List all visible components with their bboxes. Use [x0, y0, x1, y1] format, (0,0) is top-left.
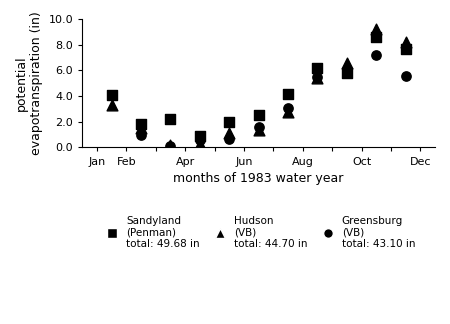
Point	[255, 127, 262, 132]
Point	[314, 75, 321, 81]
X-axis label: months of 1983 water year: months of 1983 water year	[173, 172, 344, 185]
Point	[108, 92, 115, 98]
Point	[314, 74, 321, 79]
Point	[373, 34, 380, 40]
Point	[196, 133, 203, 139]
Point	[255, 113, 262, 118]
Point	[196, 141, 203, 146]
Point	[137, 132, 144, 137]
Point	[343, 70, 351, 75]
Point	[108, 102, 115, 108]
Point	[373, 27, 380, 32]
Point	[225, 119, 233, 124]
Point	[314, 65, 321, 70]
Point	[167, 117, 174, 122]
Point	[137, 122, 144, 127]
Point	[402, 73, 409, 78]
Point	[284, 109, 292, 114]
Point	[255, 124, 262, 130]
Point	[284, 105, 292, 110]
Y-axis label: potential
evapotranspiration (in): potential evapotranspiration (in)	[15, 11, 43, 155]
Point	[225, 131, 233, 136]
Point	[196, 137, 203, 142]
Point	[284, 91, 292, 96]
Point	[402, 46, 409, 51]
Point	[373, 52, 380, 58]
Point	[402, 40, 409, 45]
Point	[167, 144, 174, 149]
Point	[343, 70, 351, 75]
Point	[343, 60, 351, 65]
Point	[137, 126, 144, 131]
Point	[225, 136, 233, 141]
Legend: Sandyland
(Penman)
total: 49.68 in, Hudson
(VB)
total: 44.70 in, Greensburg
(VB): Sandyland (Penman) total: 49.68 in, Huds…	[98, 212, 419, 253]
Point	[167, 142, 174, 147]
